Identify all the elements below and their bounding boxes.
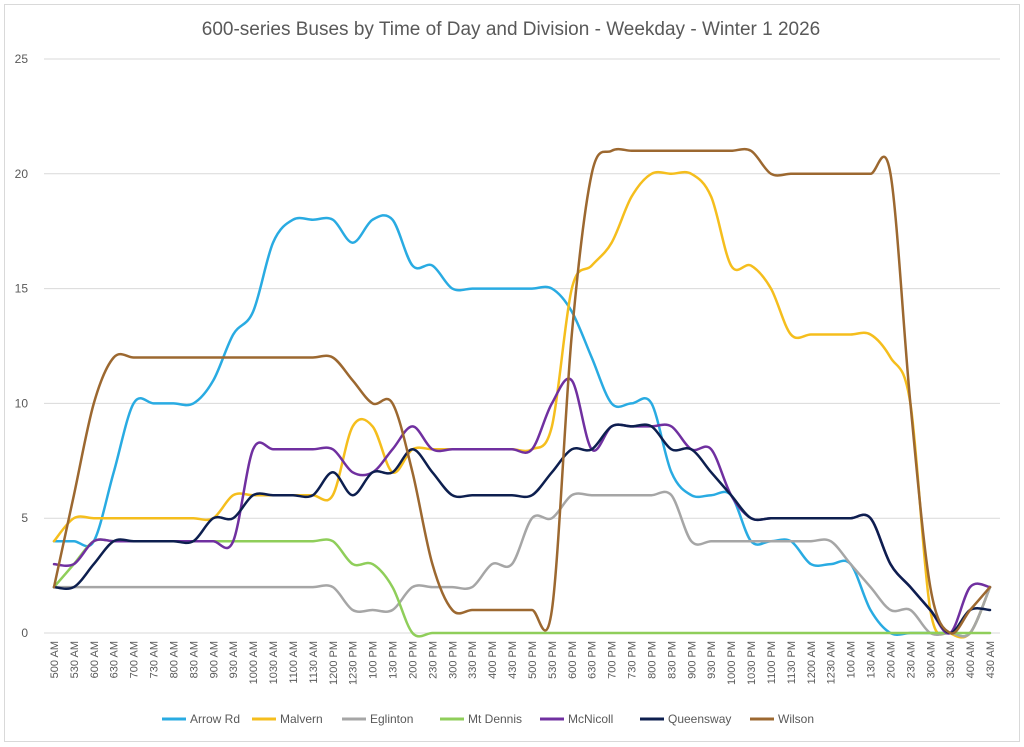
x-tick-label: 330 PM [467, 641, 479, 679]
x-tick-label: 1100 PM [766, 641, 778, 684]
x-tick-label: 430 PM [507, 641, 519, 679]
series-line-malvern [52, 170, 992, 639]
x-tick-label: 300 AM [925, 641, 937, 678]
x-tick-label: 700 PM [607, 641, 619, 679]
legend-label: Malvern [280, 712, 323, 726]
x-tick-label: 530 PM [547, 641, 559, 679]
x-tick-label: 500 PM [527, 641, 539, 679]
series-line-mcnicoll [52, 377, 992, 635]
legend-label: McNicoll [568, 712, 613, 726]
y-tick-label: 10 [15, 396, 29, 410]
series-line-wilson [52, 147, 992, 635]
y-tick-label: 0 [21, 626, 28, 640]
x-tick-label: 300 PM [447, 641, 459, 679]
y-tick-label: 15 [15, 282, 29, 296]
legend-item-malvern[interactable]: Malvern [252, 712, 323, 726]
chart-frame [4, 4, 1020, 742]
legend-item-mt-dennis[interactable]: Mt Dennis [440, 712, 522, 726]
x-tick-label: 700 AM [129, 641, 141, 678]
x-tick-label: 100 AM [846, 641, 858, 678]
legend-label: Mt Dennis [468, 712, 522, 726]
series-line-arrow-rd [52, 214, 992, 638]
x-tick-label: 900 AM [208, 641, 220, 678]
x-tick-label: 930 AM [228, 641, 240, 678]
legend-item-wilson[interactable]: Wilson [750, 712, 814, 726]
x-tick-label: 800 PM [646, 641, 658, 679]
series-lines [52, 147, 992, 639]
legend-item-mcnicoll[interactable]: McNicoll [540, 712, 613, 726]
legend-label: Queensway [668, 712, 731, 726]
x-tick-label: 200 PM [407, 641, 419, 679]
x-tick-label: 100 PM [368, 641, 380, 679]
x-tick-label: 1200 AM [806, 641, 818, 684]
y-tick-label: 25 [15, 52, 29, 66]
x-tick-label: 130 AM [866, 641, 878, 678]
x-tick-label: 630 PM [587, 641, 599, 679]
x-tick-label: 830 AM [188, 641, 200, 678]
series-line-eglinton [52, 490, 992, 638]
x-tick-label: 1130 PM [786, 641, 798, 684]
x-tick-label: 1200 PM [328, 641, 340, 685]
gridlines [44, 58, 1000, 634]
x-tick-label: 1000 PM [726, 641, 738, 685]
x-tick-label: 1000 AM [248, 641, 260, 684]
legend-item-eglinton[interactable]: Eglinton [342, 712, 413, 726]
x-tick-label: 200 AM [885, 641, 897, 678]
x-tick-label: 630 AM [109, 641, 121, 678]
x-tick-label: 230 PM [427, 641, 439, 679]
x-tick-label: 230 AM [905, 641, 917, 678]
y-axis-ticks: 0 5 10 15 20 25 [15, 52, 29, 640]
x-tick-label: 900 PM [686, 641, 698, 679]
x-tick-label: 930 PM [706, 641, 718, 679]
x-tick-label: 130 PM [388, 641, 400, 679]
x-tick-label: 500 AM [49, 641, 61, 678]
legend-item-arrow-rd[interactable]: Arrow Rd [162, 712, 240, 726]
legend-label: Eglinton [370, 712, 413, 726]
y-tick-label: 5 [21, 511, 28, 525]
x-axis-ticks: 500 AM 530 AM 600 AM 630 AM 700 AM 730 AM 800 … [49, 641, 997, 685]
series-line-queensway [52, 423, 992, 635]
x-tick-label: 400 AM [965, 641, 977, 678]
x-tick-label: 1230 PM [348, 641, 360, 685]
x-tick-label: 600 AM [89, 641, 101, 678]
legend-item-queensway[interactable]: Queensway [640, 712, 731, 726]
x-tick-label: 1230 AM [826, 641, 838, 684]
x-tick-label: 1030 AM [268, 641, 280, 684]
legend[interactable]: Arrow Rd Malvern Eglinton Mt Dennis McNicoll… [162, 712, 814, 726]
x-tick-label: 800 AM [168, 641, 180, 678]
x-tick-label: 600 PM [567, 641, 579, 679]
legend-label: Arrow Rd [190, 712, 240, 726]
x-tick-label: 330 AM [945, 641, 957, 678]
x-tick-label: 830 PM [666, 641, 678, 679]
y-tick-label: 20 [15, 167, 29, 181]
x-tick-label: 1100 AM [288, 641, 300, 684]
x-tick-label: 1030 PM [746, 641, 758, 685]
x-tick-label: 730 PM [627, 641, 639, 679]
x-tick-label: 400 PM [487, 641, 499, 679]
x-tick-label: 530 AM [69, 641, 81, 678]
legend-label: Wilson [778, 712, 814, 726]
x-tick-label: 430 AM [985, 641, 997, 678]
x-tick-label: 730 AM [149, 641, 161, 678]
x-tick-label: 1130 AM [308, 641, 320, 684]
chart-title: 600-series Buses by Time of Day and Divi… [202, 19, 820, 40]
